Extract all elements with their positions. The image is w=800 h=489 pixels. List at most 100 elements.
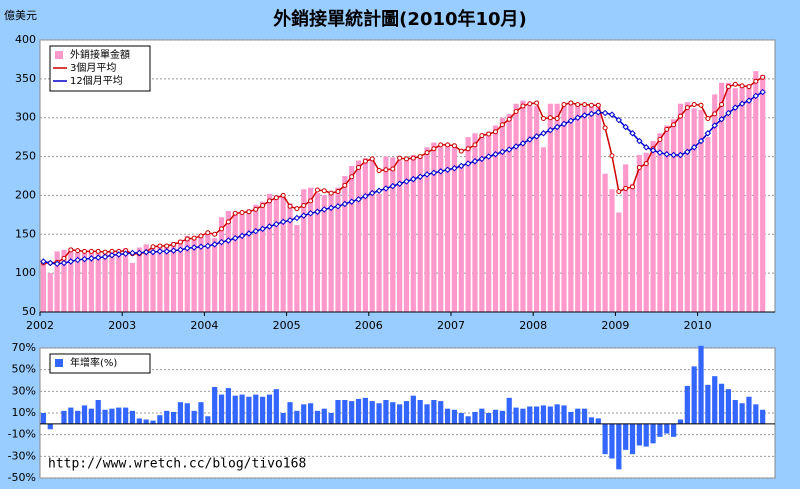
marker — [561, 102, 567, 108]
bar — [705, 137, 711, 312]
bar — [184, 235, 190, 312]
marker — [136, 249, 143, 257]
marker — [286, 217, 294, 224]
bar — [513, 103, 519, 313]
marker — [81, 255, 88, 263]
bar — [376, 193, 382, 312]
bar — [61, 410, 67, 424]
marker — [609, 153, 615, 159]
bar — [177, 239, 184, 312]
marker — [581, 112, 588, 119]
bar — [218, 217, 225, 312]
marker — [602, 125, 608, 131]
chart-title: 外銷接單統計圖(2010年10月) — [273, 8, 527, 30]
bar — [136, 247, 142, 312]
marker — [191, 235, 197, 241]
bar — [451, 409, 458, 424]
bar — [739, 86, 745, 312]
marker — [245, 230, 253, 237]
marker — [752, 92, 760, 100]
legend-box — [49, 353, 151, 374]
x-tick-label: 2003 — [108, 319, 136, 332]
bar — [595, 418, 601, 424]
marker — [615, 116, 623, 124]
bar — [568, 411, 574, 424]
bar — [212, 238, 218, 312]
bar — [513, 407, 519, 424]
legend-label: 年增率(%) — [70, 356, 117, 369]
bar — [129, 410, 136, 424]
marker — [479, 133, 485, 139]
marker — [451, 165, 458, 172]
x-tick-label: 2009 — [601, 319, 629, 332]
marker — [623, 185, 629, 191]
marker — [410, 155, 416, 161]
marker — [424, 150, 430, 156]
marker — [554, 115, 560, 121]
marker — [68, 247, 74, 253]
marker — [149, 248, 157, 256]
y-tick-label: -10% — [8, 428, 36, 441]
marker — [739, 83, 745, 89]
bar — [554, 103, 560, 313]
marker — [356, 164, 362, 170]
marker — [348, 198, 355, 205]
marker — [472, 142, 478, 148]
marker — [746, 84, 752, 90]
marker — [670, 151, 677, 159]
marker — [711, 122, 718, 129]
marker — [636, 164, 642, 170]
marker — [246, 209, 252, 215]
marker — [649, 147, 657, 154]
marker — [691, 102, 697, 108]
bar — [260, 201, 266, 312]
bar — [650, 141, 656, 312]
marker — [260, 203, 266, 209]
bar — [410, 395, 416, 424]
bar — [588, 417, 595, 424]
bar — [465, 137, 471, 312]
bar — [718, 383, 725, 424]
bar — [417, 156, 423, 312]
bar — [725, 389, 732, 424]
marker — [321, 188, 327, 194]
bar — [431, 400, 437, 424]
bar — [40, 413, 47, 424]
bar — [746, 396, 752, 424]
marker — [273, 220, 280, 228]
bar — [664, 125, 670, 312]
bar — [314, 193, 321, 312]
marker — [486, 131, 492, 137]
marker — [40, 258, 47, 265]
marker — [389, 182, 396, 190]
bar — [403, 158, 410, 312]
marker — [47, 259, 54, 267]
bar — [520, 408, 526, 424]
bar — [486, 131, 492, 312]
bar — [349, 401, 355, 424]
marker — [232, 234, 239, 242]
bar — [342, 400, 348, 424]
marker — [184, 236, 190, 242]
bar — [650, 423, 656, 444]
bar — [581, 106, 588, 312]
marker — [170, 247, 177, 254]
marker — [341, 200, 349, 208]
marker — [547, 126, 554, 134]
bar — [609, 189, 615, 312]
bar — [253, 204, 259, 312]
marker — [718, 116, 725, 123]
bar — [691, 366, 697, 424]
marker — [177, 239, 183, 245]
marker — [417, 154, 423, 160]
marker — [663, 151, 670, 158]
marker — [574, 114, 581, 121]
marker — [506, 116, 512, 122]
y-tick-label: 30% — [12, 384, 36, 397]
bar — [760, 74, 766, 312]
bar — [253, 394, 259, 424]
marker — [431, 146, 437, 152]
bar — [616, 212, 622, 312]
marker — [219, 226, 225, 232]
bar — [191, 410, 197, 424]
